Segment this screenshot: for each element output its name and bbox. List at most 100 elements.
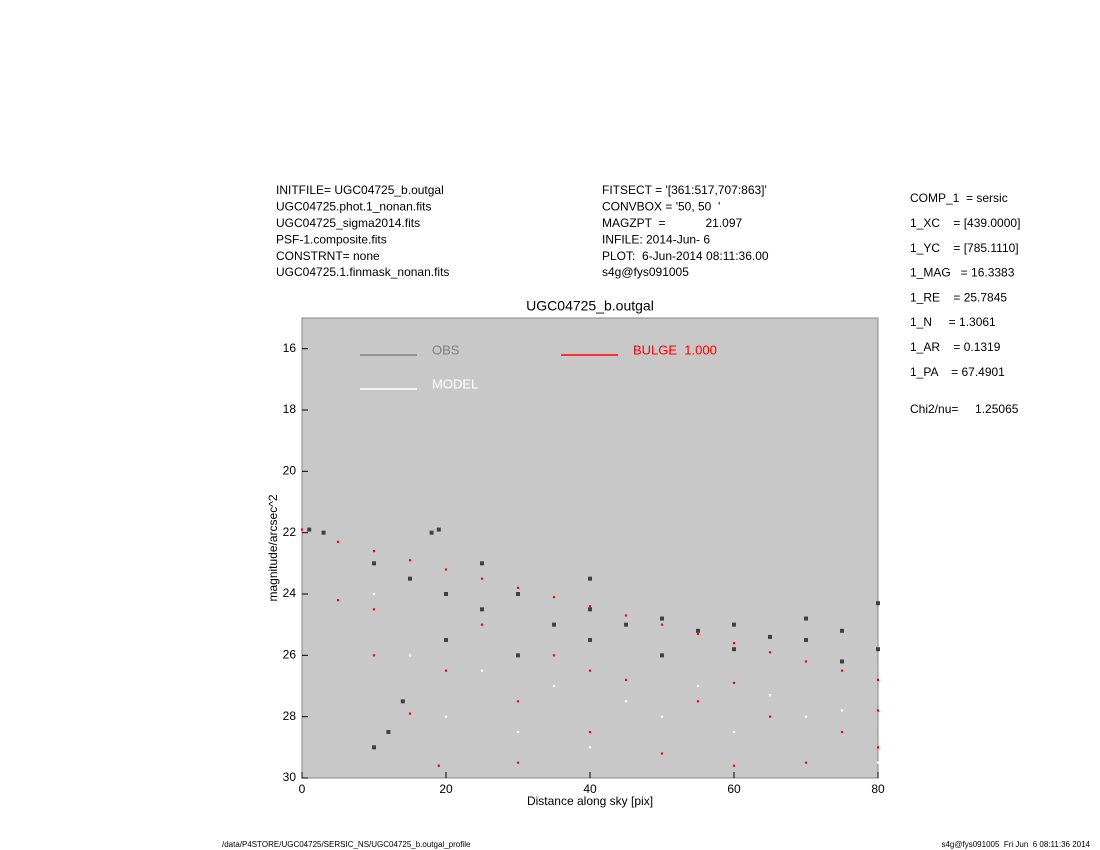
- point: [696, 700, 700, 703]
- point: [372, 592, 376, 596]
- point: [321, 530, 326, 535]
- point: [516, 586, 520, 589]
- point: [444, 568, 448, 571]
- x-tick-label: 0: [299, 782, 306, 796]
- fit-parameter: 1_PA = 67.4901: [910, 365, 1005, 379]
- point: [732, 764, 736, 767]
- y-tick-label: 28: [283, 709, 297, 723]
- point: [804, 761, 808, 764]
- point: [444, 715, 448, 718]
- point: [732, 641, 736, 645]
- point: [588, 607, 592, 612]
- point: [437, 764, 440, 767]
- point: [516, 653, 520, 658]
- point: [876, 647, 880, 652]
- point: [372, 654, 376, 657]
- point: [624, 614, 628, 617]
- point: [336, 599, 340, 602]
- info-middle: CONVBOX = '50, 50 ': [602, 200, 720, 214]
- legend-label: MODEL: [432, 376, 478, 391]
- footer-left: /data/P4STORE/UGC04725/SERSIC_NS/UGC0472…: [222, 840, 471, 849]
- point: [732, 730, 736, 734]
- point: [840, 730, 844, 734]
- point: [429, 530, 434, 535]
- point: [876, 746, 880, 749]
- info-left: INITFILE= UGC04725_b.outgal: [276, 183, 444, 197]
- point: [804, 638, 808, 642]
- point: [660, 623, 664, 626]
- y-tick-label: 18: [283, 402, 297, 416]
- fit-parameter: 1_RE = 25.7845: [910, 290, 1007, 304]
- legend-label: BULGE 1.000: [633, 342, 717, 357]
- point: [804, 660, 808, 663]
- point: [876, 709, 880, 712]
- fit-parameter: 1_XC = [439.0000]: [910, 216, 1020, 230]
- point: [588, 730, 592, 734]
- info-middle: FITSECT = '[361:517,707:863]': [602, 183, 767, 197]
- point: [300, 528, 304, 531]
- point: [732, 681, 736, 685]
- plot-area: [301, 317, 879, 779]
- point: [660, 715, 664, 718]
- y-tick-label: 30: [283, 770, 297, 784]
- point: [804, 616, 808, 621]
- point: [516, 730, 520, 734]
- point: [307, 527, 312, 532]
- x-tick-label: 80: [871, 782, 885, 796]
- point: [840, 628, 844, 633]
- point: [436, 527, 441, 532]
- fit-parameter: COMP_1 = sersic: [910, 191, 1008, 205]
- point: [840, 669, 844, 672]
- point: [372, 549, 376, 553]
- point: [480, 623, 484, 626]
- point: [768, 694, 772, 697]
- point: [552, 654, 556, 657]
- point: [444, 638, 448, 642]
- point: [624, 622, 628, 627]
- point: [840, 659, 844, 664]
- y-tick-label: 26: [283, 648, 297, 662]
- point: [588, 576, 592, 581]
- point: [372, 745, 376, 750]
- point: [552, 595, 556, 599]
- point: [408, 559, 412, 562]
- y-tick-label: 22: [283, 525, 297, 539]
- footer-right: s4g@fys091005 Fri Jun 6 08:11:36 2014: [941, 840, 1090, 849]
- point: [552, 684, 556, 688]
- y-axis-label: magnitude/arcsec^2: [266, 494, 280, 601]
- point: [400, 699, 405, 704]
- info-left: UGC04725.phot.1_nonan.fits: [276, 200, 431, 214]
- fit-parameter: 1_N = 1.3061: [910, 315, 996, 329]
- x-tick-label: 40: [583, 782, 597, 796]
- x-tick-label: 20: [439, 782, 453, 796]
- info-middle: PLOT: 6-Jun-2014 08:11:36.00: [602, 249, 769, 263]
- point: [408, 654, 412, 657]
- point: [336, 540, 340, 543]
- point: [552, 622, 556, 627]
- point: [588, 638, 592, 642]
- fit-parameter: 1_AR = 0.1319: [910, 340, 1001, 354]
- chi2: Chi2/nu= 1.25065: [910, 402, 1019, 416]
- info-left: CONSTRNT= none: [276, 249, 380, 263]
- point: [480, 561, 484, 566]
- point: [624, 678, 628, 681]
- y-tick-label: 16: [283, 341, 297, 355]
- point: [444, 592, 448, 596]
- point: [876, 601, 880, 606]
- info-left: UGC04725_sigma2014.fits: [276, 216, 420, 230]
- point: [696, 684, 700, 688]
- chart-title: UGC04725_b.outgal: [526, 298, 654, 314]
- point: [624, 700, 628, 703]
- point: [516, 761, 520, 764]
- point: [660, 653, 664, 658]
- y-tick-label: 24: [283, 586, 297, 600]
- point: [768, 634, 772, 639]
- point: [768, 651, 772, 654]
- y-tick-label: 20: [283, 464, 297, 478]
- point: [696, 632, 700, 635]
- point: [386, 730, 391, 734]
- point: [516, 592, 520, 596]
- info-middle: s4g@fys091005: [602, 265, 689, 279]
- legend-label: OBS: [432, 342, 460, 357]
